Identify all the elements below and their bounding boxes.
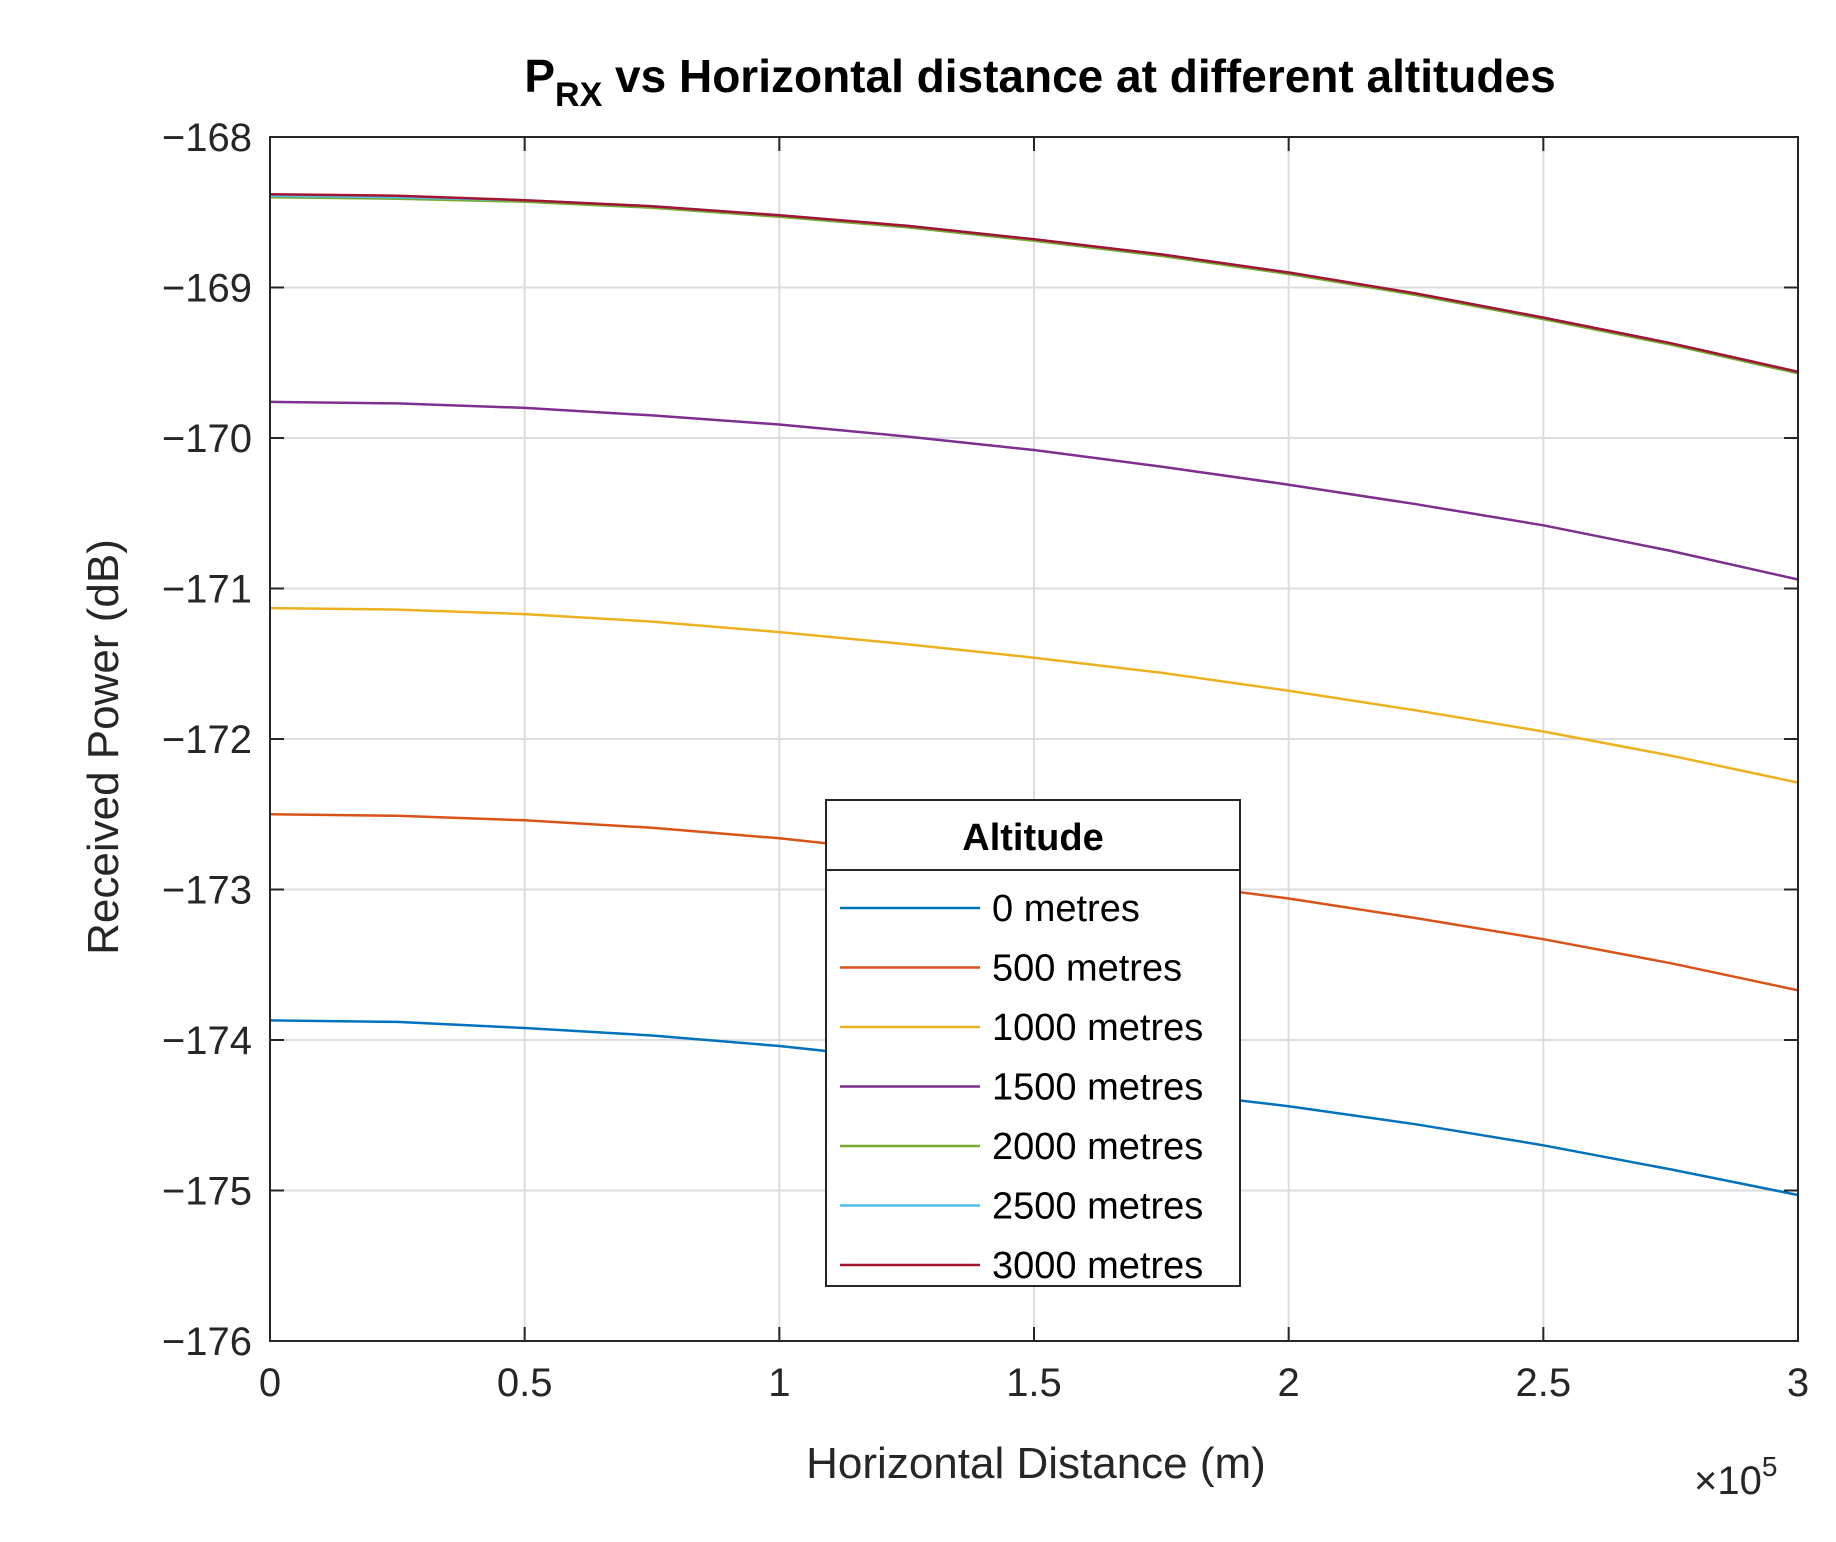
y-tick-label: −171: [162, 568, 252, 612]
series-line-1000-metres: [269, 606, 1799, 784]
legend-entry-label: 500 metres: [992, 948, 1182, 990]
series-line-3000-metres: [269, 192, 1799, 374]
y-tick-label: −173: [162, 869, 252, 913]
x-tick-label: 0: [259, 1361, 281, 1405]
y-tick-label: −175: [162, 1170, 252, 1214]
x-tick-label: 1.5: [1006, 1361, 1062, 1405]
y-tick-label: −170: [162, 417, 252, 461]
x-axis-exponent: ×105: [1694, 1451, 1777, 1503]
legend-entry-label: 3000 metres: [992, 1245, 1203, 1287]
legend-entry-label: 0 metres: [992, 888, 1140, 930]
y-tick-label: −174: [162, 1019, 252, 1063]
x-tick-label: 1: [768, 1361, 790, 1405]
ticks: [269, 136, 1799, 1342]
y-tick-label: −172: [162, 718, 252, 762]
legend-entry-label: 2500 metres: [992, 1186, 1203, 1228]
legend-entry-label: 2000 metres: [992, 1126, 1203, 1168]
series-line-1500-metres: [269, 400, 1799, 581]
x-tick-label: 0.5: [497, 1361, 553, 1405]
x-tick-label: 2.5: [1516, 1361, 1572, 1405]
x-tick-label: 3: [1787, 1361, 1809, 1405]
chart-title: PRX vs Horizontal distance at different …: [524, 50, 1555, 114]
legend-title: Altitude: [962, 817, 1103, 859]
y-tick-label: −169: [162, 267, 252, 311]
y-tick-label: −176: [162, 1320, 252, 1364]
series-line-2000-metres: [269, 195, 1799, 375]
tick-labels: 0 0.5 1 1.5 2 2.5 3 −176 −175 −174 −173 −172 −171 −17…: [162, 116, 1809, 1405]
legend-entry-label: 1000 metres: [992, 1007, 1203, 1049]
x-axis-label: Horizontal Distance (m): [806, 1439, 1266, 1488]
legend: Altitude 0 metres 500 metres 1000 metres 15…: [825, 799, 1241, 1287]
y-axis-label: Received Power (dB): [79, 539, 128, 955]
legend-items: 0 metres 500 metres 1000 metres 1500 metres…: [840, 888, 1203, 1287]
legend-entry-label: 1500 metres: [992, 1067, 1203, 1109]
y-tick-label: −168: [162, 116, 252, 160]
x-tick-label: 2: [1278, 1361, 1300, 1405]
